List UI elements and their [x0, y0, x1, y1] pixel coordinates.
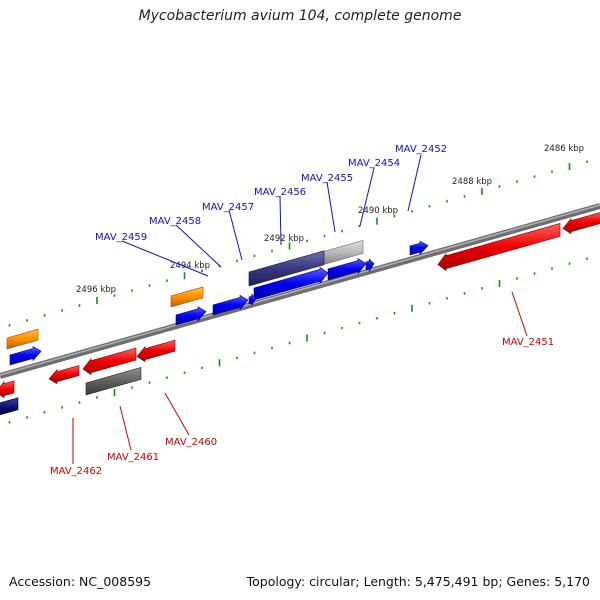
- gene-label-mav2458[interactable]: MAV_2458: [149, 216, 201, 227]
- gene-label-mav2462[interactable]: MAV_2462: [50, 466, 102, 477]
- gene-red-right-edge[interactable]: [562, 211, 600, 235]
- genome-info-text: Topology: circular; Length: 5,475,491 bp…: [246, 574, 590, 589]
- leader-mav2459: [121, 240, 209, 277]
- scale-ticks-top: [8, 160, 588, 327]
- scale-label-2490: 2490 kbp: [358, 206, 398, 216]
- leader-mav2458: [175, 224, 222, 268]
- gene-mav2457[interactable]: [212, 294, 249, 316]
- gene-label-mav2457[interactable]: MAV_2457: [202, 202, 254, 213]
- gene-mav2460[interactable]: [136, 339, 176, 363]
- leader-mav2454: [359, 167, 375, 227]
- top-leader-lines: [121, 154, 422, 277]
- bottom-leader-lines: [72, 291, 528, 464]
- leader-mav2455: [326, 181, 336, 233]
- scale-label-2496: 2496 kbp: [76, 285, 116, 295]
- gene-mav2454[interactable]: [365, 258, 375, 273]
- gene-mav2456[interactable]: [253, 266, 329, 301]
- map-title: Mycobacterium avium 104, complete genome: [138, 8, 462, 24]
- scale-label-2494: 2494 kbp: [170, 261, 210, 271]
- genome-backbone: [0, 203, 600, 379]
- scale-label-2486: 2486 kbp: [544, 144, 584, 154]
- gene-mav2452[interactable]: [409, 240, 429, 256]
- leader-mav2457: [228, 209, 243, 261]
- gene-mav2461-dark[interactable]: [85, 367, 142, 396]
- gene-mav2456-navy[interactable]: [248, 250, 325, 287]
- gene-label-mav2452[interactable]: MAV_2452: [395, 144, 447, 155]
- gene-mav2457-small[interactable]: [248, 293, 257, 307]
- gene-navy-left-edge[interactable]: [0, 397, 19, 416]
- gene-mav2462[interactable]: [48, 365, 80, 385]
- gene-blue-left[interactable]: [9, 345, 42, 366]
- scale-ticks-bottom: [8, 257, 588, 424]
- gene-mav2455[interactable]: [327, 257, 367, 281]
- leader-mav2460: [164, 392, 190, 436]
- scale-label-2488: 2488 kbp: [452, 177, 492, 187]
- gene-label-mav2459[interactable]: MAV_2459: [95, 232, 147, 243]
- gene-label-mav2461[interactable]: MAV_2461: [107, 452, 159, 463]
- gene-features: [0, 211, 600, 416]
- leader-mav2452: [407, 154, 422, 212]
- scale-label-2492: 2492 kbp: [264, 234, 304, 244]
- gene-mav2461[interactable]: [82, 347, 137, 376]
- gene-red-left-edge[interactable]: [0, 380, 15, 399]
- gene-mav2451[interactable]: [437, 223, 561, 272]
- gene-label-mav2460[interactable]: MAV_2460: [165, 437, 217, 448]
- leader-mav2456: [279, 195, 282, 246]
- gene-label-mav2451[interactable]: MAV_2451: [502, 337, 554, 348]
- leader-mav2461: [119, 405, 132, 451]
- genome-backbone-highlight: [0, 204, 600, 376]
- gene-label-mav2455[interactable]: MAV_2455: [301, 173, 353, 184]
- gene-label-mav2454[interactable]: MAV_2454: [348, 158, 400, 169]
- gene-label-mav2456[interactable]: MAV_2456: [254, 187, 306, 198]
- leader-mav2451: [511, 291, 528, 337]
- gene-mav2458[interactable]: [175, 306, 207, 326]
- gene-orange-2458[interactable]: [170, 286, 204, 308]
- accession-text: Accession: NC_008595: [9, 574, 152, 589]
- gene-orange-left[interactable]: [6, 328, 39, 350]
